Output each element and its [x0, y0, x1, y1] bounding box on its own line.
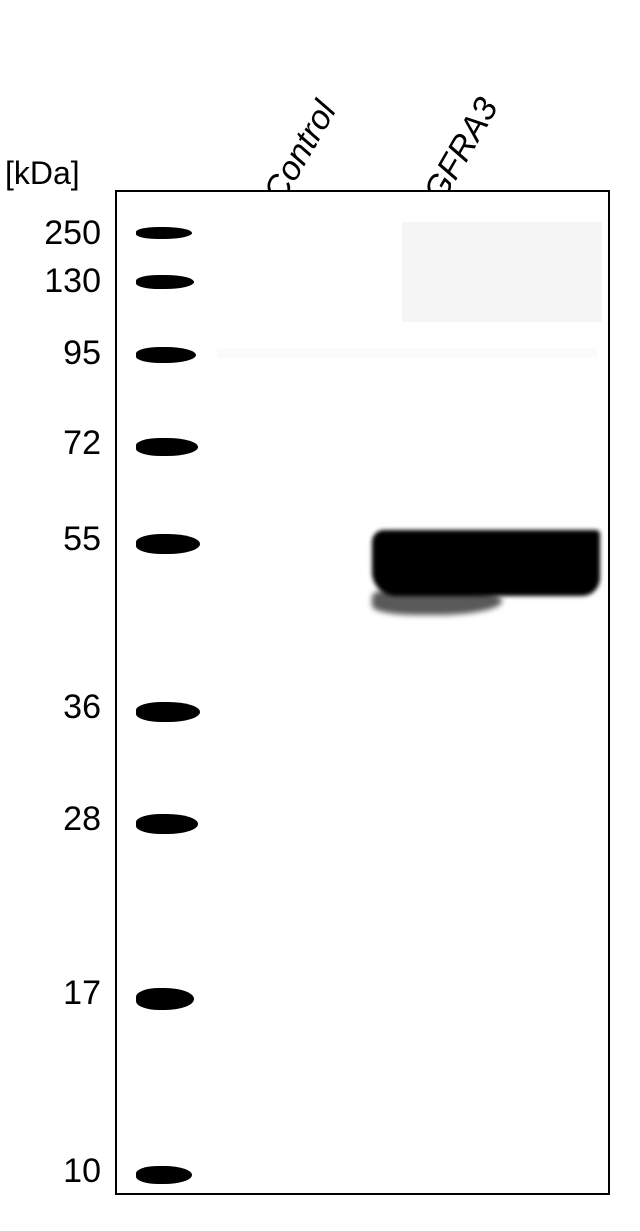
- blot-membrane: [115, 190, 610, 1195]
- mw-label-10: 10: [31, 1152, 101, 1191]
- marker-band-250: [136, 227, 192, 239]
- mw-label-95: 95: [31, 334, 101, 373]
- marker-band-10: [136, 1166, 192, 1184]
- gfra3-signal-band-tail: [372, 587, 502, 615]
- gfra3-smear: [402, 222, 602, 322]
- mw-label-130: 130: [31, 262, 101, 301]
- mw-label-250: 250: [31, 214, 101, 253]
- marker-band-130: [136, 275, 194, 289]
- mw-label-72: 72: [31, 424, 101, 463]
- mw-label-55: 55: [31, 520, 101, 559]
- marker-band-36: [136, 702, 200, 722]
- blot-figure: [kDa] Control GFRA3 250 130 95 72 55 36 …: [0, 0, 640, 1231]
- axis-unit-label: [kDa]: [5, 155, 80, 192]
- mw-label-17: 17: [31, 974, 101, 1013]
- marker-band-28: [136, 814, 198, 834]
- marker-band-95: [136, 347, 196, 363]
- gfra3-signal-band: [372, 530, 600, 596]
- faint-background-band-95: [217, 348, 597, 358]
- marker-band-55: [136, 534, 200, 554]
- mw-label-36: 36: [31, 688, 101, 727]
- mw-label-28: 28: [31, 800, 101, 839]
- marker-band-17: [136, 988, 194, 1010]
- marker-band-72: [136, 438, 198, 456]
